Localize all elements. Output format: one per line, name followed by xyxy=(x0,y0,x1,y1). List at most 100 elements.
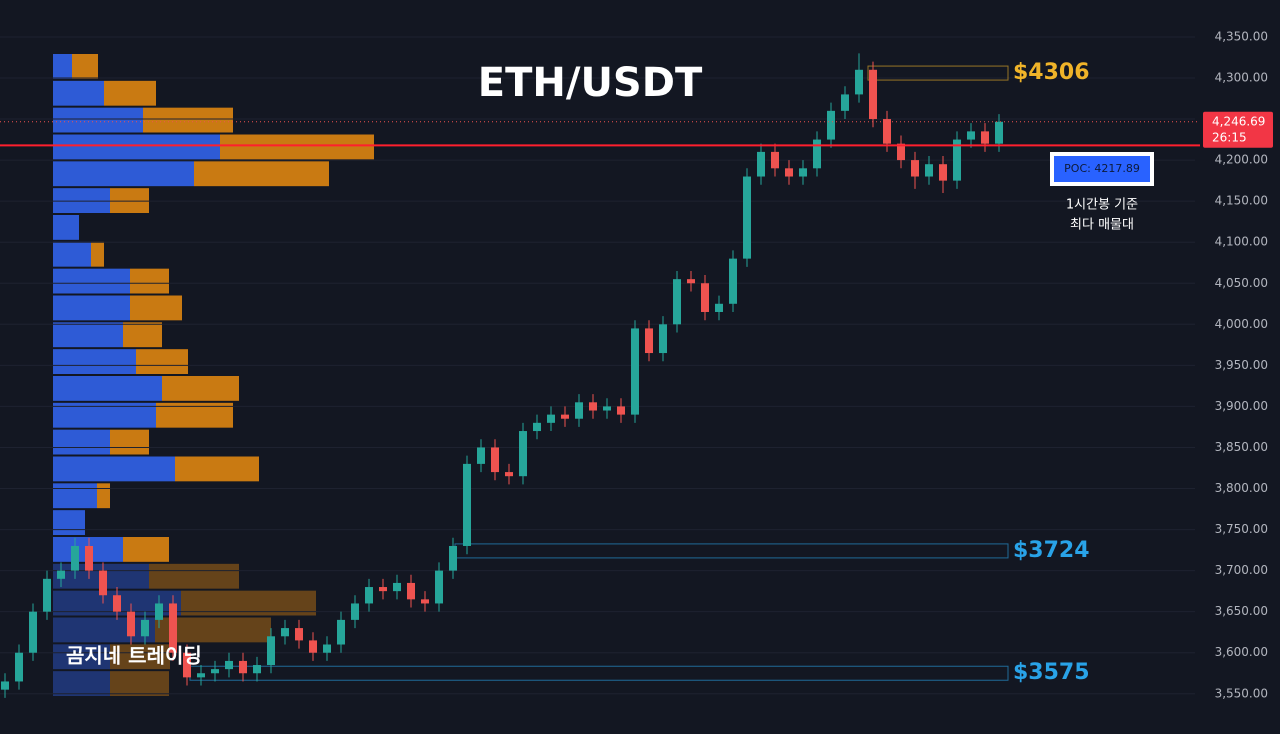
candle-body xyxy=(239,660,247,674)
profile-sell-bar xyxy=(72,54,98,79)
profile-sell-bar xyxy=(162,376,239,401)
profile-buy-bar xyxy=(53,349,136,374)
profile-buy-bar xyxy=(53,617,155,643)
y-tick-label: 4,100.00 xyxy=(1215,235,1268,249)
candle-body xyxy=(295,628,303,641)
candle-body xyxy=(1,681,9,690)
profile-buy-bar xyxy=(53,295,130,321)
candle-body xyxy=(561,414,569,419)
profile-buy-bar xyxy=(53,671,110,696)
profile-buy-bar xyxy=(53,215,79,240)
last-price-tag xyxy=(1203,111,1273,148)
candle-body xyxy=(43,578,51,612)
candle-body xyxy=(309,640,317,653)
profile-buy-bar xyxy=(53,483,97,509)
level-label: $4306 xyxy=(1013,60,1090,85)
candle-body xyxy=(743,176,751,259)
profile-buy-bar xyxy=(53,268,130,294)
candle-body xyxy=(113,595,121,612)
profile-buy-bar xyxy=(53,241,91,267)
y-tick-label: 3,850.00 xyxy=(1215,440,1268,454)
candle-body xyxy=(155,603,163,620)
y-tick-label: 3,750.00 xyxy=(1215,522,1268,536)
candle-body xyxy=(211,669,219,674)
candle-body xyxy=(337,619,345,645)
candle-body xyxy=(505,472,513,477)
candle-body xyxy=(519,431,527,477)
candle-body xyxy=(617,406,625,415)
candle-body xyxy=(967,131,975,140)
profile-sell-bar xyxy=(91,241,104,267)
candle-body xyxy=(491,447,499,473)
profile-sell-bar xyxy=(149,563,239,589)
profile-sell-bar xyxy=(123,537,169,562)
profile-sell-bar xyxy=(194,161,329,187)
countdown-label: 26:15 xyxy=(1212,130,1247,144)
candle-body xyxy=(645,328,653,354)
candle-body xyxy=(939,164,947,181)
profile-buy-bar xyxy=(53,510,85,535)
candle-body xyxy=(575,402,583,419)
chart-title: ETH/USDT xyxy=(478,60,703,106)
candle-body xyxy=(71,545,79,571)
candle-body xyxy=(897,143,905,161)
candle-body xyxy=(757,151,765,177)
candle-body xyxy=(477,447,485,464)
profile-sell-bar xyxy=(130,268,169,294)
y-tick-label: 4,000.00 xyxy=(1215,317,1268,331)
candle-body xyxy=(533,422,541,432)
y-tick-label: 3,800.00 xyxy=(1215,481,1268,495)
profile-buy-bar xyxy=(53,54,72,79)
y-tick-label: 3,900.00 xyxy=(1215,399,1268,413)
candle-body xyxy=(323,644,331,653)
profile-buy-bar xyxy=(53,322,123,348)
y-tick-label: 3,950.00 xyxy=(1215,358,1268,372)
poc-box xyxy=(1054,156,1150,182)
candle-body xyxy=(351,603,359,620)
watermark: 곰지네 트레이딩 xyxy=(66,644,202,668)
profile-sell-bar xyxy=(130,295,182,321)
poc-note: 최다 매물대 xyxy=(1070,218,1134,233)
profile-sell-bar xyxy=(110,671,169,696)
profile-buy-bar xyxy=(53,188,110,213)
profile-buy-bar xyxy=(53,80,104,106)
profile-buy-bar xyxy=(53,376,162,401)
candle-body xyxy=(421,599,429,604)
y-tick-label: 3,650.00 xyxy=(1215,604,1268,618)
candle-body xyxy=(183,652,191,678)
profile-sell-bar xyxy=(104,80,156,106)
candle-body xyxy=(463,463,471,546)
candle-body xyxy=(925,164,933,177)
profile-sell-bar xyxy=(220,134,374,160)
profile-sell-bar xyxy=(110,644,170,670)
candle-body xyxy=(715,303,723,312)
candle-body xyxy=(673,279,681,325)
candle-body xyxy=(267,636,275,666)
candle-body xyxy=(449,545,457,571)
profile-sell-bar xyxy=(156,402,233,428)
profile-sell-bar xyxy=(175,456,259,482)
y-tick-label: 3,700.00 xyxy=(1215,563,1268,577)
level-label: $3575 xyxy=(1013,660,1090,685)
level-zone xyxy=(867,65,1009,81)
candle-body xyxy=(659,324,667,354)
candle-body xyxy=(883,119,891,144)
profile-sell-bar xyxy=(97,483,110,509)
candle-body xyxy=(855,69,863,95)
last-price-label: 4,246.69 xyxy=(1212,114,1265,128)
y-tick-label: 4,300.00 xyxy=(1215,70,1268,84)
profile-buy-bar xyxy=(53,107,143,133)
profile-sell-bar xyxy=(110,429,149,455)
candle-body xyxy=(953,139,961,181)
candle-body xyxy=(435,570,443,604)
y-tick-label: 4,200.00 xyxy=(1215,153,1268,167)
level-label: $3724 xyxy=(1013,538,1090,563)
profile-sell-bar xyxy=(136,349,188,374)
y-tick-label: 3,550.00 xyxy=(1215,686,1268,700)
candle-body xyxy=(995,121,1003,144)
candle-body xyxy=(15,652,23,682)
candle-body xyxy=(701,283,709,312)
candle-body xyxy=(379,587,387,592)
candle-body xyxy=(127,611,135,637)
